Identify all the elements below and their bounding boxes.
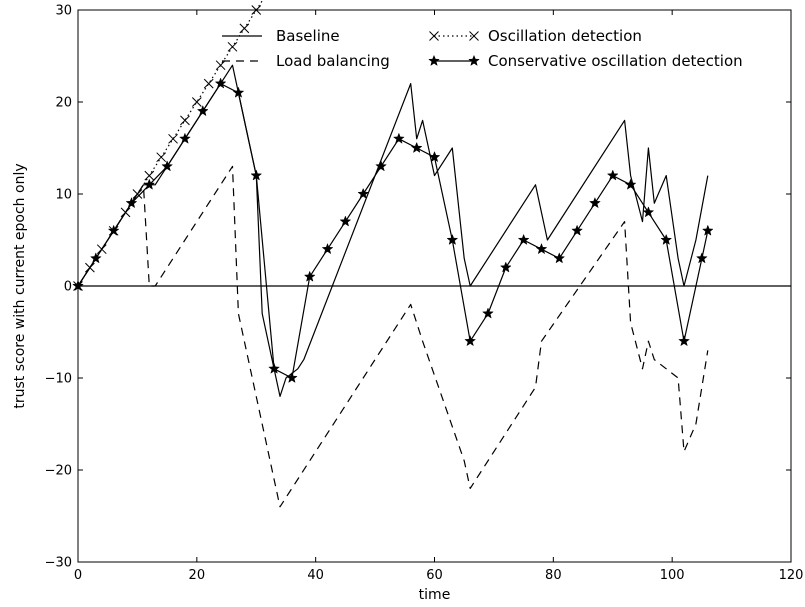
series-2 — [77, 165, 709, 508]
series-4-point — [701, 224, 714, 236]
series-4-point — [517, 233, 530, 245]
series-4-point — [375, 160, 387, 172]
series-4-point — [339, 215, 352, 227]
series-4-point — [357, 187, 370, 199]
x-tick-label: 60 — [426, 568, 443, 583]
x-tick-label: 80 — [545, 568, 562, 583]
legend-label: Load balancing — [276, 52, 390, 70]
series-4-point — [321, 242, 334, 255]
y-tick-label: −10 — [45, 372, 72, 387]
series-4-point — [196, 104, 209, 117]
series-3-point — [227, 41, 238, 52]
series-1-line — [77, 64, 709, 397]
legend-entry-1: Baseline — [222, 27, 340, 45]
legend-entry-2: Load balancing — [222, 52, 390, 70]
y-tick-label: 20 — [55, 96, 72, 111]
legend-marker — [429, 31, 439, 41]
y-axis-label: trust score with current epoch only — [12, 163, 28, 408]
x-tick-label: 0 — [74, 568, 82, 583]
series-4-point — [214, 77, 227, 89]
series-4-point — [589, 196, 601, 209]
legend-entry-4: Conservative oscillation detection — [428, 52, 743, 70]
series-4-point — [428, 151, 441, 163]
x-tick-label: 40 — [307, 568, 324, 583]
series-3-point — [168, 133, 178, 144]
y-tick-label: 30 — [55, 4, 72, 19]
series-4-point — [143, 178, 156, 190]
legend-label: Conservative oscillation detection — [488, 52, 743, 70]
x-axis-label: time — [419, 587, 451, 603]
legend-entry-3: Oscillation detection — [429, 27, 642, 45]
series-3-point — [203, 78, 214, 89]
y-tick-label: 10 — [55, 188, 72, 203]
series-4-point — [303, 270, 316, 282]
legend-label: Baseline — [276, 27, 340, 45]
series-3-point — [156, 152, 167, 163]
series-4-point — [660, 233, 673, 245]
series-4-point — [89, 252, 102, 264]
series-3-point — [191, 97, 202, 107]
series-4-point — [535, 242, 548, 255]
series-4-point — [571, 224, 583, 236]
series-4-point — [410, 141, 423, 153]
series-4-point — [606, 169, 619, 181]
series-4-point — [642, 206, 655, 218]
series-4-point — [695, 252, 708, 264]
series-3-point — [215, 60, 226, 71]
series-4-point — [286, 371, 298, 383]
series-4-point — [392, 132, 405, 144]
series-4-line — [77, 83, 709, 379]
legend-marker — [468, 54, 480, 66]
series-4-point — [161, 160, 174, 172]
legend-label: Oscillation detection — [488, 27, 642, 45]
x-tick-label: 20 — [189, 568, 206, 583]
series-3-point — [180, 115, 190, 126]
series-4-point — [624, 178, 637, 190]
series-2-line — [77, 165, 709, 508]
x-tick-label: 120 — [779, 568, 804, 583]
axis-ticks: 0 20 40 60 80 100 120 −30 −20 −10 0 10 20 30 — [45, 4, 804, 584]
y-tick-label: −30 — [45, 556, 72, 571]
legend: Baseline Load balancing Oscillation detect… — [222, 27, 743, 70]
series-4-point — [125, 196, 138, 209]
series-4-point — [446, 233, 459, 245]
y-tick-label: 0 — [64, 280, 72, 295]
series-4-point — [464, 334, 477, 347]
series-4-point — [179, 132, 191, 144]
series-1 — [77, 64, 709, 397]
series-4-point — [250, 169, 263, 181]
series-3-point — [239, 23, 250, 34]
series-4-point — [268, 362, 280, 374]
series-4-point — [499, 261, 512, 273]
series-3-point — [132, 189, 143, 199]
series-4-point — [232, 86, 245, 98]
plot-marks — [72, 0, 791, 508]
series-3 — [73, 0, 264, 291]
legend-marker — [469, 31, 479, 41]
series-4-point — [482, 307, 494, 319]
legend-marker — [428, 54, 440, 66]
series-4-point — [107, 224, 120, 236]
series-4-point — [678, 334, 690, 347]
series-4 — [72, 77, 714, 383]
x-tick-label: 100 — [660, 568, 685, 583]
series-4-point — [553, 252, 566, 264]
series-3-point — [144, 170, 155, 181]
y-tick-label: −20 — [45, 464, 72, 479]
